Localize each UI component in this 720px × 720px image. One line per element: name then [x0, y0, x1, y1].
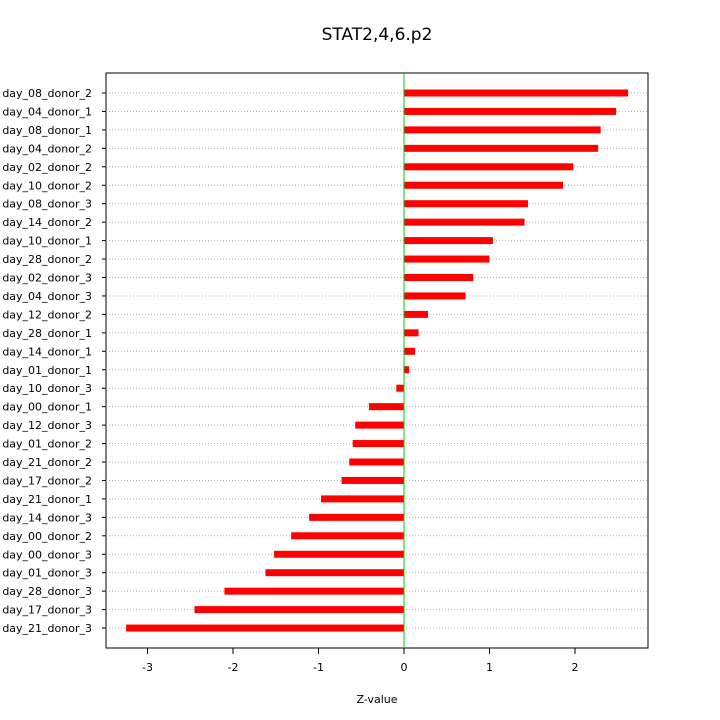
bar — [349, 458, 404, 466]
category-label: day_10_donor_1 — [2, 235, 92, 248]
category-label: day_28_donor_1 — [2, 327, 92, 340]
bar — [404, 274, 474, 281]
bar — [341, 476, 404, 484]
category-label: day_14_donor_3 — [2, 511, 92, 524]
grid-lines — [106, 92, 648, 629]
bar — [291, 532, 404, 540]
category-label: day_00_donor_1 — [2, 401, 92, 414]
bar — [404, 292, 466, 300]
bar — [274, 550, 404, 558]
bar — [404, 366, 410, 374]
category-label: day_04_donor_2 — [2, 142, 92, 155]
bar — [404, 310, 428, 318]
category-label: day_21_donor_2 — [2, 456, 92, 469]
bar — [404, 329, 419, 337]
category-label: day_21_donor_3 — [2, 622, 92, 635]
category-label: day_10_donor_2 — [2, 179, 92, 192]
category-label: day_01_donor_1 — [2, 364, 92, 377]
x-axis: -3 -2 -1 0 1 2 — [142, 648, 579, 674]
plot-frame — [105, 72, 649, 649]
bar — [321, 495, 404, 503]
bar — [404, 237, 493, 245]
category-label: day_08_donor_3 — [2, 198, 92, 211]
x-tick-label: -2 — [228, 661, 239, 674]
category-label: day_28_donor_3 — [2, 585, 92, 598]
category-label: day_17_donor_2 — [2, 474, 92, 487]
category-label: day_04_donor_3 — [2, 290, 92, 303]
bar — [265, 569, 404, 577]
category-label: day_01_donor_3 — [2, 567, 92, 580]
x-axis-title: Z-value — [356, 693, 397, 706]
category-label: day_21_donor_1 — [2, 493, 92, 506]
chart-title: STAT2,4,6.p2 — [322, 25, 433, 45]
x-tick-label: 2 — [572, 661, 579, 674]
category-label: day_08_donor_2 — [2, 87, 92, 100]
category-label: day_04_donor_1 — [2, 105, 92, 118]
category-label: day_00_donor_2 — [2, 530, 92, 543]
x-tick-label: 1 — [486, 661, 493, 674]
bar — [404, 200, 528, 208]
category-label: day_17_donor_3 — [2, 604, 92, 617]
category-label: day_02_donor_2 — [2, 161, 92, 174]
category-label: day_01_donor_2 — [2, 438, 92, 451]
bar — [194, 606, 404, 614]
bar — [404, 126, 601, 134]
category-label: day_10_donor_3 — [2, 382, 92, 395]
category-label: day_08_donor_1 — [2, 124, 92, 137]
x-tick-label: 0 — [401, 661, 408, 674]
category-label: day_14_donor_1 — [2, 345, 92, 358]
bar — [368, 403, 404, 411]
bar — [352, 440, 404, 448]
bar — [126, 624, 404, 632]
bar — [404, 255, 490, 263]
bars — [126, 89, 629, 632]
bar — [396, 384, 404, 392]
x-tick-label: -1 — [313, 661, 324, 674]
bar — [404, 89, 629, 97]
category-label: day_28_donor_2 — [2, 253, 92, 266]
category-label: day_02_donor_3 — [2, 272, 92, 285]
bar — [404, 347, 416, 355]
bar — [404, 107, 617, 115]
x-tick-label: -3 — [142, 661, 153, 674]
category-label: day_00_donor_3 — [2, 548, 92, 561]
bar — [404, 144, 599, 152]
bar — [404, 218, 525, 226]
bar — [355, 421, 404, 429]
bar — [224, 587, 404, 595]
category-label: day_12_donor_3 — [2, 419, 92, 432]
category-label: day_14_donor_2 — [2, 216, 92, 229]
category-label: day_12_donor_2 — [2, 308, 92, 321]
bar — [309, 513, 404, 521]
bar — [404, 163, 574, 171]
category-labels: day_08_donor_2 day_04_donor_1 day_08_donor… — [2, 87, 106, 635]
bar — [404, 181, 564, 189]
